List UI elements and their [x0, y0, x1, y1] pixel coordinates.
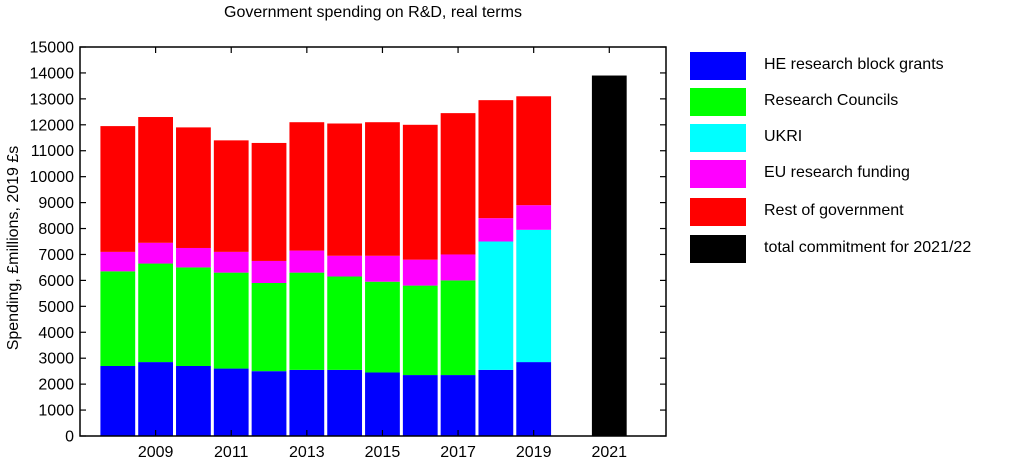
bar-segment — [176, 267, 211, 366]
bar-segment — [516, 362, 552, 436]
bar-segment — [478, 218, 514, 242]
plot-frame — [79, 46, 667, 437]
bar-segment — [516, 96, 552, 206]
y-tick-label: 7000 — [38, 247, 74, 264]
legend-swatch — [690, 52, 746, 80]
bar-segment — [251, 371, 287, 436]
bar-segment — [251, 260, 287, 283]
bar-segment — [213, 140, 249, 252]
bar-segment — [478, 369, 514, 436]
chart-title: Government spending on R&D, real terms — [224, 4, 522, 21]
legend-label: EU research funding — [764, 164, 910, 181]
y-tick-label: 2000 — [38, 377, 74, 394]
x-tick-label: 2011 — [214, 444, 249, 461]
bar-segment — [251, 142, 287, 261]
x-tick-label: 2019 — [516, 444, 552, 461]
bar-segment — [440, 280, 476, 376]
bar-segment — [138, 242, 173, 264]
y-axis-label: Spending, £millions, 2019 £s — [5, 145, 22, 351]
bar-segment — [327, 123, 363, 256]
bar-segment — [289, 250, 325, 273]
legend-swatch — [690, 160, 746, 188]
y-tick-label: 15000 — [30, 40, 75, 57]
bar-segment — [100, 365, 136, 436]
bar-segment — [289, 272, 325, 370]
legend-swatch — [690, 235, 746, 263]
x-tick-label: 2017 — [440, 444, 476, 461]
bar-segment — [213, 272, 249, 369]
bar-segment — [440, 113, 476, 255]
y-tick-label: 3000 — [38, 351, 74, 368]
bar-segment — [327, 369, 363, 436]
x-tick-label: 2021 — [591, 444, 627, 461]
bar-segment — [365, 281, 400, 373]
bar-segment — [591, 75, 627, 436]
bar-segment — [176, 365, 211, 436]
bar-segment — [176, 247, 211, 268]
bar-segment — [440, 254, 476, 281]
bar-segment — [440, 375, 476, 436]
bar-segment — [516, 229, 552, 363]
x-tick-label: 2013 — [289, 444, 325, 461]
bar-segment — [327, 255, 363, 277]
bar-segment — [516, 205, 552, 230]
bar-segment — [402, 375, 438, 436]
legend-label: Rest of government — [764, 202, 904, 219]
bar-segment — [402, 285, 438, 376]
bar-segment — [100, 126, 136, 252]
y-tick-label: 12000 — [30, 117, 75, 134]
y-tick-label: 0 — [65, 429, 74, 446]
y-tick-label: 4000 — [38, 325, 74, 342]
y-tick-label: 6000 — [38, 273, 74, 290]
y-tick-label: 14000 — [30, 65, 75, 82]
bar-segment — [402, 259, 438, 286]
bar-segment — [365, 372, 400, 436]
bar-segment — [365, 122, 400, 256]
bar-segment — [478, 100, 514, 219]
bar-segment — [138, 362, 173, 436]
bar-segment — [289, 122, 325, 251]
bar-segment — [251, 282, 287, 372]
bar-segment — [213, 251, 249, 273]
bar-segment — [138, 263, 173, 363]
y-tick-label: 11000 — [31, 143, 74, 160]
x-tick-label: 2015 — [365, 444, 401, 461]
bar-segment — [138, 117, 173, 243]
legend-swatch — [690, 124, 746, 152]
bar-segment — [176, 127, 211, 248]
legend-label: UKRI — [764, 128, 803, 145]
bar-segment — [365, 255, 400, 282]
y-tick-label: 8000 — [38, 221, 74, 238]
x-tick-label: 2009 — [138, 444, 174, 461]
y-tick-label: 9000 — [38, 195, 74, 212]
bar-segment — [327, 276, 363, 370]
bar-segment — [100, 271, 136, 366]
bar-segment — [478, 241, 514, 370]
y-tick-label: 13000 — [30, 91, 75, 108]
y-tick-label: 5000 — [38, 299, 74, 316]
bar-segment — [289, 369, 325, 436]
legend-label: Research Councils — [764, 92, 899, 109]
bar-segment — [213, 368, 249, 436]
bar-segment — [100, 251, 136, 272]
bar-segment — [402, 124, 438, 260]
legend-swatch — [690, 198, 746, 226]
legend-swatch — [690, 88, 746, 116]
legend-label: HE research block grants — [764, 56, 944, 73]
y-tick-label: 1000 — [38, 403, 74, 420]
y-tick-label: 10000 — [30, 169, 75, 186]
legend-label: total commitment for 2021/22 — [764, 239, 972, 256]
